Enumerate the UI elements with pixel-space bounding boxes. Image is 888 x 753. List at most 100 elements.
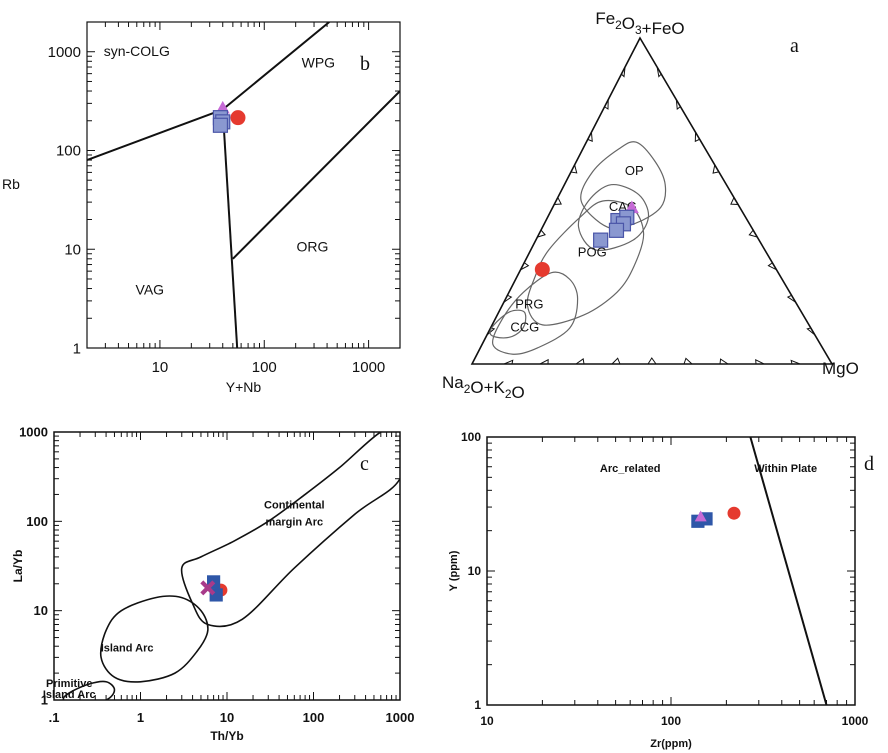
- panel-d-plot-frame: [486, 436, 856, 706]
- panel-b-point-square: [212, 117, 229, 133]
- panel-a-edge-tick: [755, 358, 765, 365]
- panel-b-field-label: VAG: [136, 281, 165, 297]
- panel-a-field-label: POG: [578, 244, 607, 259]
- panel-d-x-axis-title: Zr(ppm): [650, 738, 692, 750]
- panel-c-x-ticks: [53, 432, 401, 700]
- panel-d-y-tick-label: 100: [461, 430, 481, 444]
- panel-a-apex-top-label: Fe2O3+FeO: [595, 9, 684, 38]
- panel-b-x-axis-title: Y+Nb: [226, 379, 262, 395]
- panel-a-edge-ticks: [486, 66, 816, 365]
- panel-a-apex-right-label: MgO: [822, 359, 859, 378]
- panel-a-field-label: PRG: [515, 297, 543, 312]
- panel-a-edge-tick: [554, 197, 562, 206]
- panel-a-triangle-frame: [470, 36, 834, 365]
- panel-c-x-tick-label: 10: [220, 710, 234, 725]
- panel-a-edge-tick: [656, 67, 662, 78]
- panel-d-field-label: Arc_related: [600, 463, 661, 475]
- panel-b-field-label: WPG: [302, 55, 335, 71]
- panel-a-edge-tick: [570, 164, 578, 174]
- panel-a-edge-tick: [539, 358, 549, 365]
- panel-d-y-ticks: [487, 436, 855, 706]
- panel-b-plot-frame: [86, 21, 401, 349]
- panel-c-y-tick-label: 1: [41, 693, 48, 708]
- panel-d-boundary-line-1: [749, 437, 828, 705]
- panel-a-edge-tick: [748, 229, 758, 238]
- panel-c-field-label: Primitive: [46, 678, 92, 690]
- panel-c-y-tick-label: 1000: [19, 425, 48, 440]
- panel-d-plot-area: [749, 437, 828, 705]
- panel-a-edge-tick: [683, 357, 693, 365]
- panel-c-chart: .1 1 10 100 10001101001000Th/YbLa/YbContinen…: [11, 425, 414, 743]
- panel-b-plot-area: [87, 22, 400, 348]
- panel-a-field-label: CCG: [510, 319, 539, 334]
- panel-a-edge-tick: [503, 294, 513, 303]
- panel-a-edge-tick: [611, 357, 621, 365]
- panel-b-field-label: ORG: [297, 238, 329, 254]
- panel-c-field-label: Island Arc: [101, 642, 154, 654]
- panel-b-boundary-line-1: [87, 108, 224, 161]
- panel-b-point-circle: [230, 110, 246, 126]
- panel-a-edge-tick: [790, 359, 801, 365]
- panel-c-field-3: [62, 680, 116, 700]
- panel-c-x-tick-label: 1: [137, 710, 144, 725]
- panel-a-field-prg: [492, 271, 579, 355]
- panel-c-field-1: [180, 432, 400, 628]
- panel-b-y-tick-label: 10: [64, 241, 81, 258]
- panel-b-boundary-line-2: [221, 109, 239, 348]
- panel-d-point-triangle: [694, 510, 707, 522]
- panel-d-y-tick-label: 10: [468, 564, 482, 578]
- panel-d-point-circle: [727, 506, 741, 520]
- panel-c-plot-area: [62, 432, 400, 700]
- panel-a-edge-tick: [712, 164, 719, 174]
- panel-b-x-tick-label: 10: [152, 359, 169, 376]
- panel-d-x-ticks: [486, 437, 856, 705]
- panel-a-edge-tick: [604, 99, 609, 110]
- panel-c-plot-frame: [53, 431, 401, 701]
- panel-c-y-tick-label: 100: [26, 514, 48, 529]
- panel-d-y-axis-title: Y (ppm): [448, 550, 460, 591]
- panel-d-chart: 10 100 1000 1 10 100 Zr(ppm) Y (ppm) Arc_related…: [448, 430, 874, 750]
- panel-d-field-label: Within Plate: [754, 463, 817, 475]
- panel-b-y-tick-label: 1: [73, 340, 81, 357]
- panel-a-field-pog: [526, 199, 645, 326]
- panel-a-field-label: OP: [625, 163, 644, 178]
- panel-c-y-tick-label: 10: [34, 603, 48, 618]
- panel-b-y-tick-label: 100: [56, 143, 81, 160]
- panel-a-field-cag: [577, 183, 650, 251]
- panel-c-x-axis-title: Th/Yb: [210, 729, 243, 743]
- panel-a-edge-tick: [786, 294, 796, 303]
- panel-c-y-ticks: [54, 431, 400, 701]
- panel-c-point-cross: [200, 580, 216, 596]
- panel-b-y-tick-label: 1000: [48, 44, 81, 61]
- panel-a-edge-tick: [767, 262, 777, 271]
- panel-d-x-tick-label: 10: [480, 714, 494, 728]
- panel-a-panel-letter: a: [790, 35, 799, 57]
- panel-c-x-tick-label: 1000: [386, 710, 415, 725]
- panel-a-edge-tick: [503, 359, 514, 365]
- panel-a-edge-tick: [719, 358, 729, 365]
- panel-a-edge-tick: [694, 132, 700, 143]
- panel-a-edge-tick: [806, 327, 816, 336]
- panel-d-x-tick-label: 100: [661, 714, 681, 728]
- panel-a-edge-tick: [537, 229, 546, 238]
- panel-c-field-label: margin Arc: [265, 516, 323, 528]
- panel-b-boundary-line-4: [232, 90, 400, 260]
- panel-a-point-circle: [534, 261, 550, 277]
- panel-b-boundary-line-3: [222, 22, 330, 111]
- panel-b-x-ticks: [86, 22, 401, 348]
- panel-b-y-axis-title: Rb: [2, 176, 20, 192]
- panel-a-edge-tick: [647, 357, 657, 365]
- panel-a-point-square: [593, 232, 609, 248]
- panel-c-x-tick-label: 100: [303, 710, 325, 725]
- panel-b-field-label: syn-COLG: [104, 43, 170, 59]
- panel-b-chart: 10 100 1000 1 10 100 1000 Y+Nb Rb syn-COLG WPG ORG V…: [2, 21, 401, 395]
- panel-b-x-tick-label: 1000: [352, 359, 385, 376]
- panel-a-edge-tick: [587, 132, 593, 142]
- panel-a-point-square: [608, 222, 625, 238]
- panel-c-x-tick-label: .1: [49, 710, 60, 725]
- panel-c-field-label: Continental: [264, 499, 325, 511]
- panel-d-panel-letter: d: [864, 453, 874, 475]
- panel-c-panel-letter: c: [360, 453, 369, 475]
